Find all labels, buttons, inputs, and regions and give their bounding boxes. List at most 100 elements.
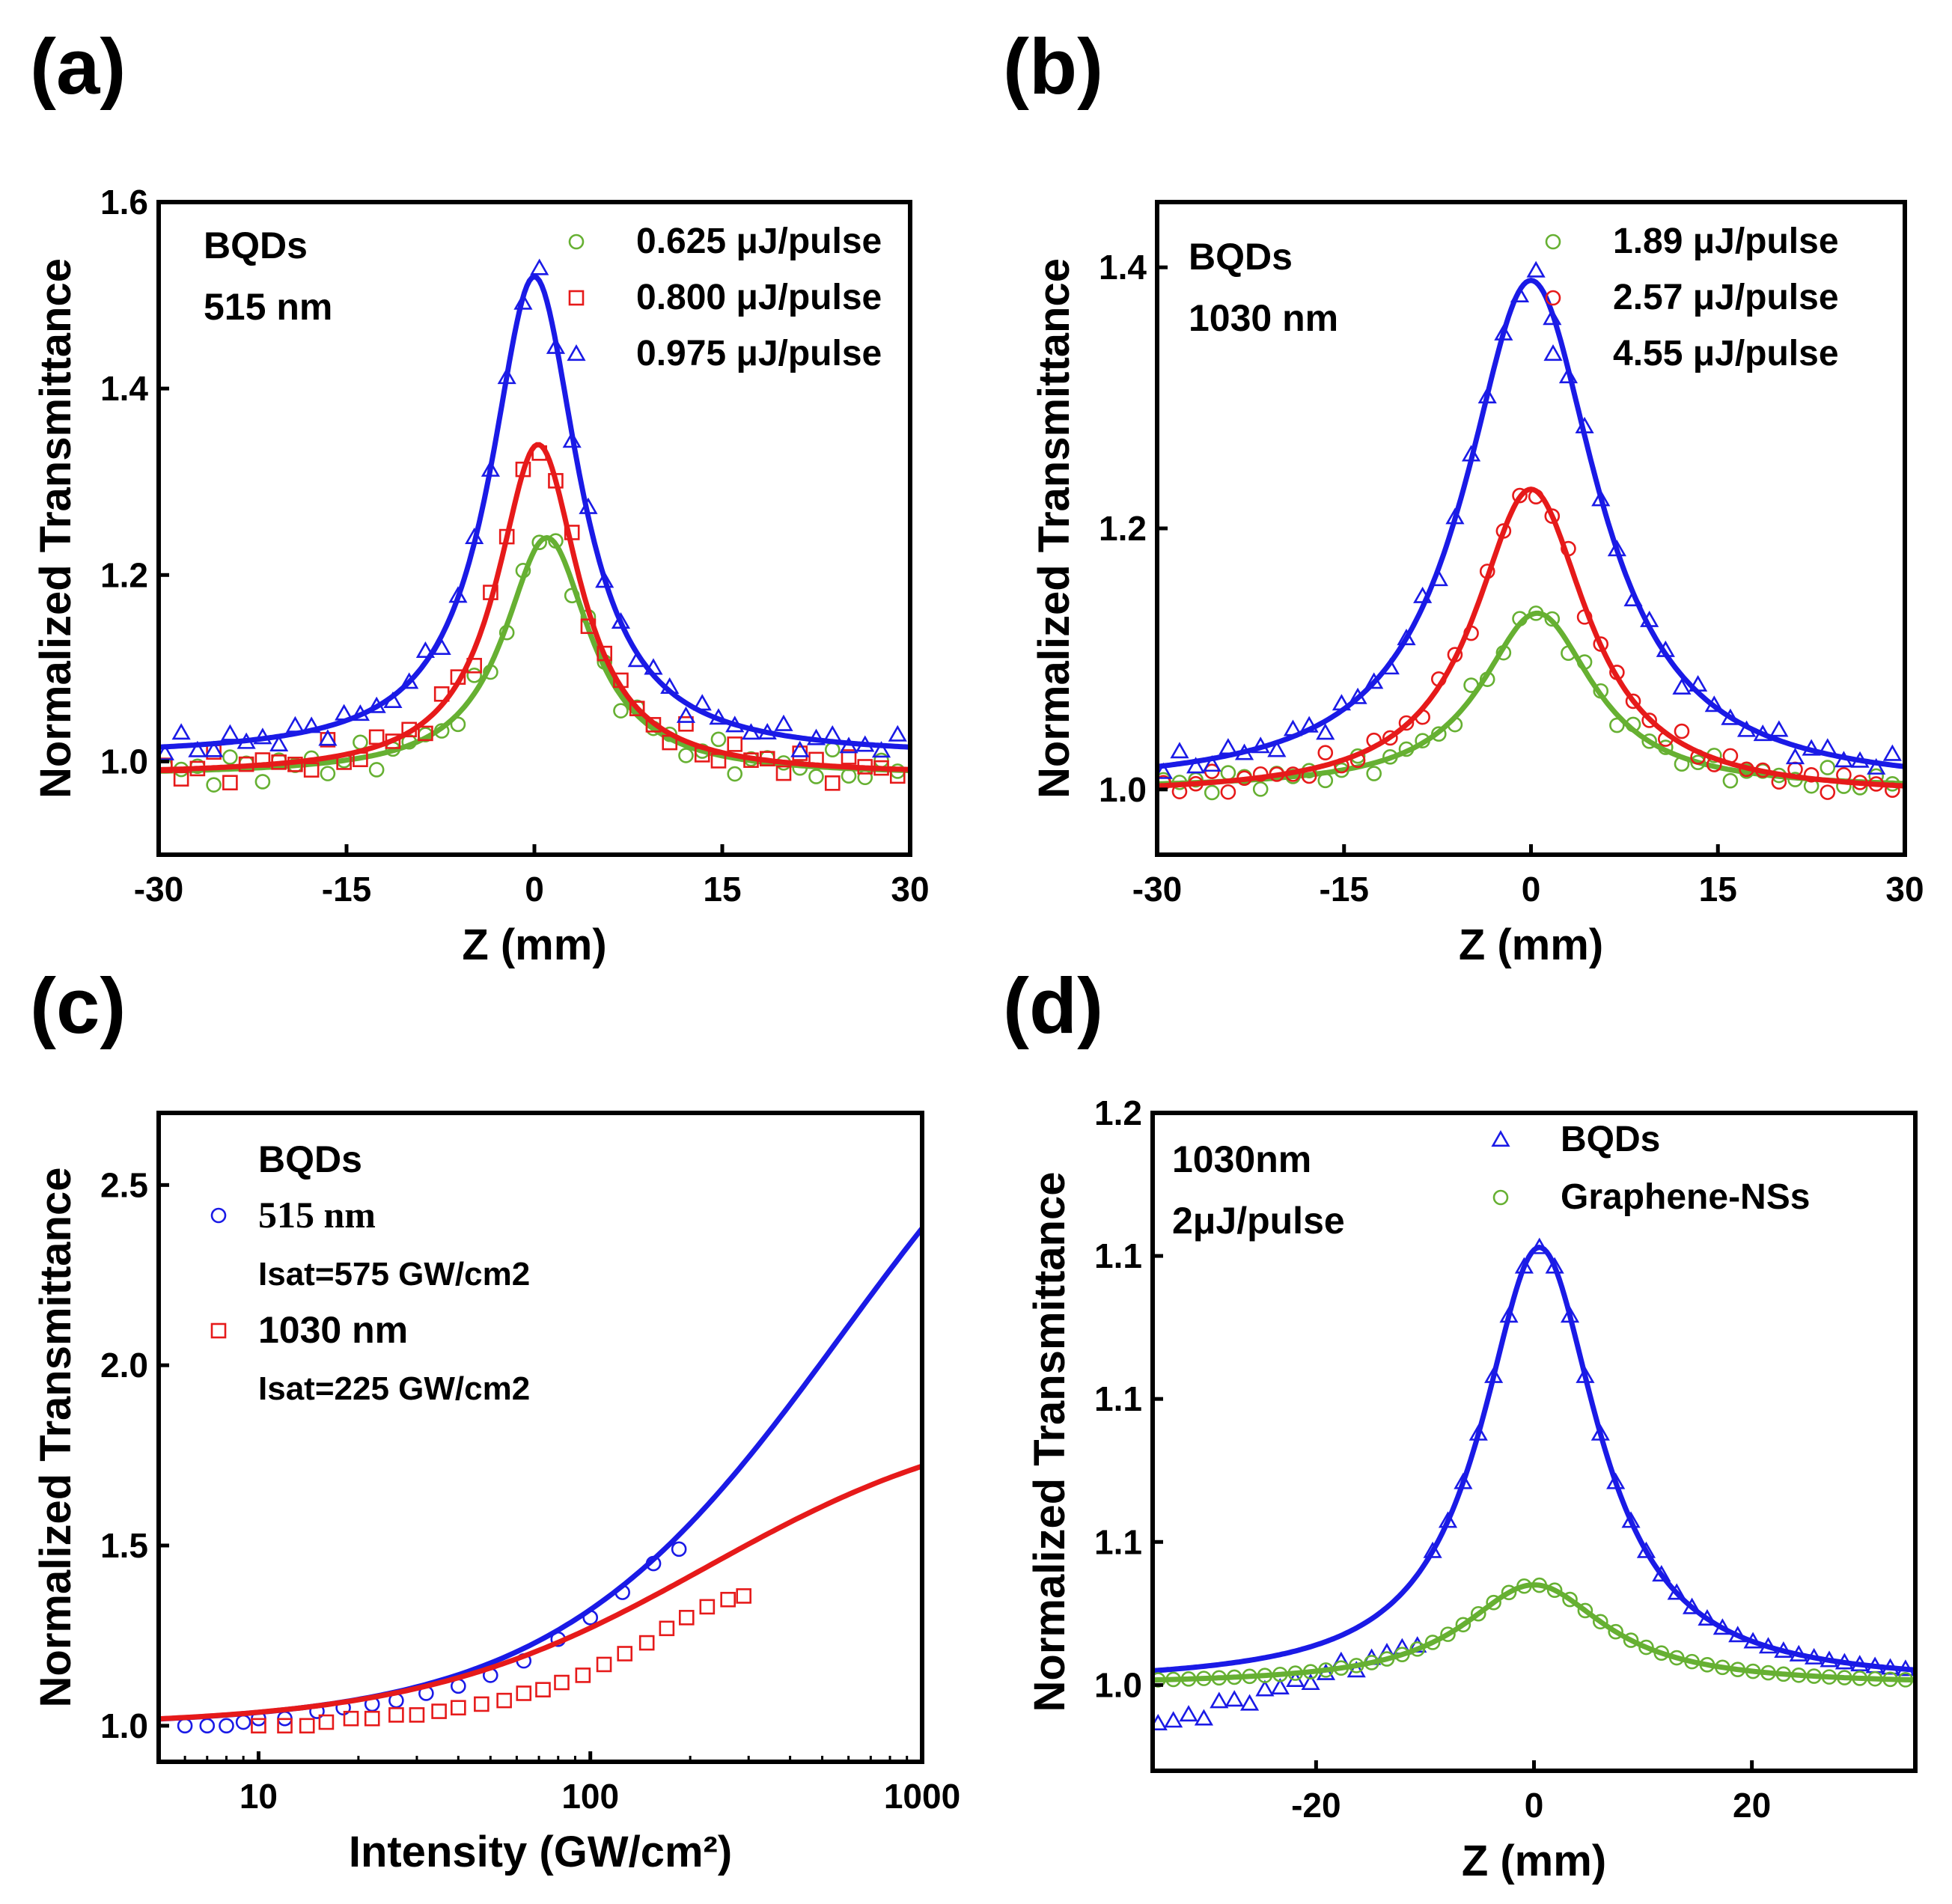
data-point (1333, 1660, 1349, 1676)
data-point (1461, 445, 1481, 462)
data-point (222, 749, 238, 765)
data-point (1366, 766, 1382, 781)
data-point (644, 658, 663, 675)
chart-panel-c: 10 100 1000 1.0 1.5 2.0 2.5 Intensity (GW/cm²) N… (31, 1111, 960, 1876)
data-point (1316, 723, 1335, 740)
data-point (1745, 1663, 1761, 1679)
data-point (792, 745, 808, 761)
y-tick-label: 1.4 (1099, 248, 1147, 287)
data-point (1479, 564, 1495, 579)
data-point (1575, 416, 1594, 433)
data-point (564, 588, 580, 604)
data-point (1545, 1257, 1564, 1274)
data-point (1880, 1658, 1900, 1675)
data-point (1283, 719, 1303, 736)
legend-label: Isat=575 GW/cm2 (258, 1256, 530, 1293)
data-point (597, 645, 613, 662)
data-point (1494, 323, 1513, 341)
data-point (498, 624, 515, 641)
data-point (418, 725, 433, 742)
data-point (1699, 1657, 1715, 1673)
data-point (1380, 658, 1400, 675)
data-point (1429, 570, 1448, 587)
data-point (1641, 733, 1657, 749)
data-point (497, 367, 516, 385)
annotation-text: 515 nm (204, 286, 332, 328)
data-point (1224, 1690, 1244, 1707)
data-point (727, 766, 743, 782)
legend-marker (210, 1207, 227, 1224)
fit-curve-blue (159, 273, 910, 750)
fit-curve-blue (1157, 278, 1905, 769)
data-point (254, 752, 271, 768)
data-point (1299, 715, 1319, 733)
data-point (1242, 1668, 1257, 1685)
legend-label: 515 nm (258, 1194, 376, 1236)
x-tick-label: 30 (891, 870, 929, 909)
data-point (855, 735, 875, 752)
data-point (367, 696, 386, 713)
data-point (1270, 1677, 1290, 1694)
data-point (1252, 766, 1269, 782)
data-point (451, 1700, 466, 1716)
data-point (287, 757, 303, 772)
data-point (660, 677, 680, 694)
data-point (189, 760, 206, 777)
data-point (1715, 1659, 1730, 1676)
data-point (645, 717, 662, 733)
data-point (1753, 724, 1772, 742)
data-point (350, 704, 370, 721)
data-point (1194, 1709, 1214, 1726)
data-point (678, 715, 694, 732)
data-point (1379, 1651, 1395, 1667)
x-tick-label: 20 (1733, 1786, 1771, 1825)
legend-label: 1.89 μJ/pulse (1613, 222, 1839, 261)
data-point (725, 715, 745, 733)
data-point (1424, 1635, 1441, 1650)
data-point (1512, 611, 1528, 626)
data-point (1706, 757, 1722, 772)
data-point (1334, 762, 1349, 778)
data-point (1468, 1424, 1488, 1441)
data-point (1658, 731, 1674, 747)
legend-label: 2.57 μJ/pulse (1613, 278, 1839, 317)
x-tick-label: 0 (1522, 870, 1541, 909)
data-point (1234, 743, 1254, 760)
data-point (1477, 386, 1497, 403)
data-point (220, 724, 240, 741)
data-point (1546, 1582, 1563, 1599)
data-point (613, 672, 629, 689)
data-point (1608, 1623, 1623, 1640)
data-point (530, 258, 549, 275)
data-point (564, 525, 580, 540)
annotation-text: BQDs (1189, 236, 1293, 278)
data-point (1398, 741, 1415, 757)
data-point (199, 1718, 216, 1734)
data-point (1590, 1424, 1610, 1441)
data-point (1348, 687, 1367, 704)
x-tick-label: 0 (1525, 1786, 1544, 1825)
data-point (1171, 784, 1188, 799)
y-tick-label: 1.0 (1094, 1665, 1142, 1704)
data-point (1526, 260, 1546, 278)
data-point (159, 743, 174, 760)
data-point (1653, 1645, 1670, 1662)
data-point (1302, 1664, 1319, 1679)
data-point (1774, 1641, 1793, 1658)
data-point (775, 765, 792, 781)
data-point (303, 762, 320, 778)
data-point (1852, 1670, 1868, 1686)
data-point (535, 1682, 551, 1697)
data-point (1317, 772, 1334, 789)
data-point (1739, 761, 1754, 778)
data-point (1636, 1541, 1656, 1558)
y-tick-label: 1.2 (1099, 509, 1147, 548)
data-point (1364, 672, 1384, 689)
data-point (1821, 1669, 1837, 1685)
data-point (1593, 683, 1609, 699)
data-point (871, 741, 891, 758)
data-point (1674, 723, 1690, 739)
fit-curve-blue (159, 1226, 922, 1722)
data-point (710, 731, 727, 748)
data-point (613, 703, 629, 718)
